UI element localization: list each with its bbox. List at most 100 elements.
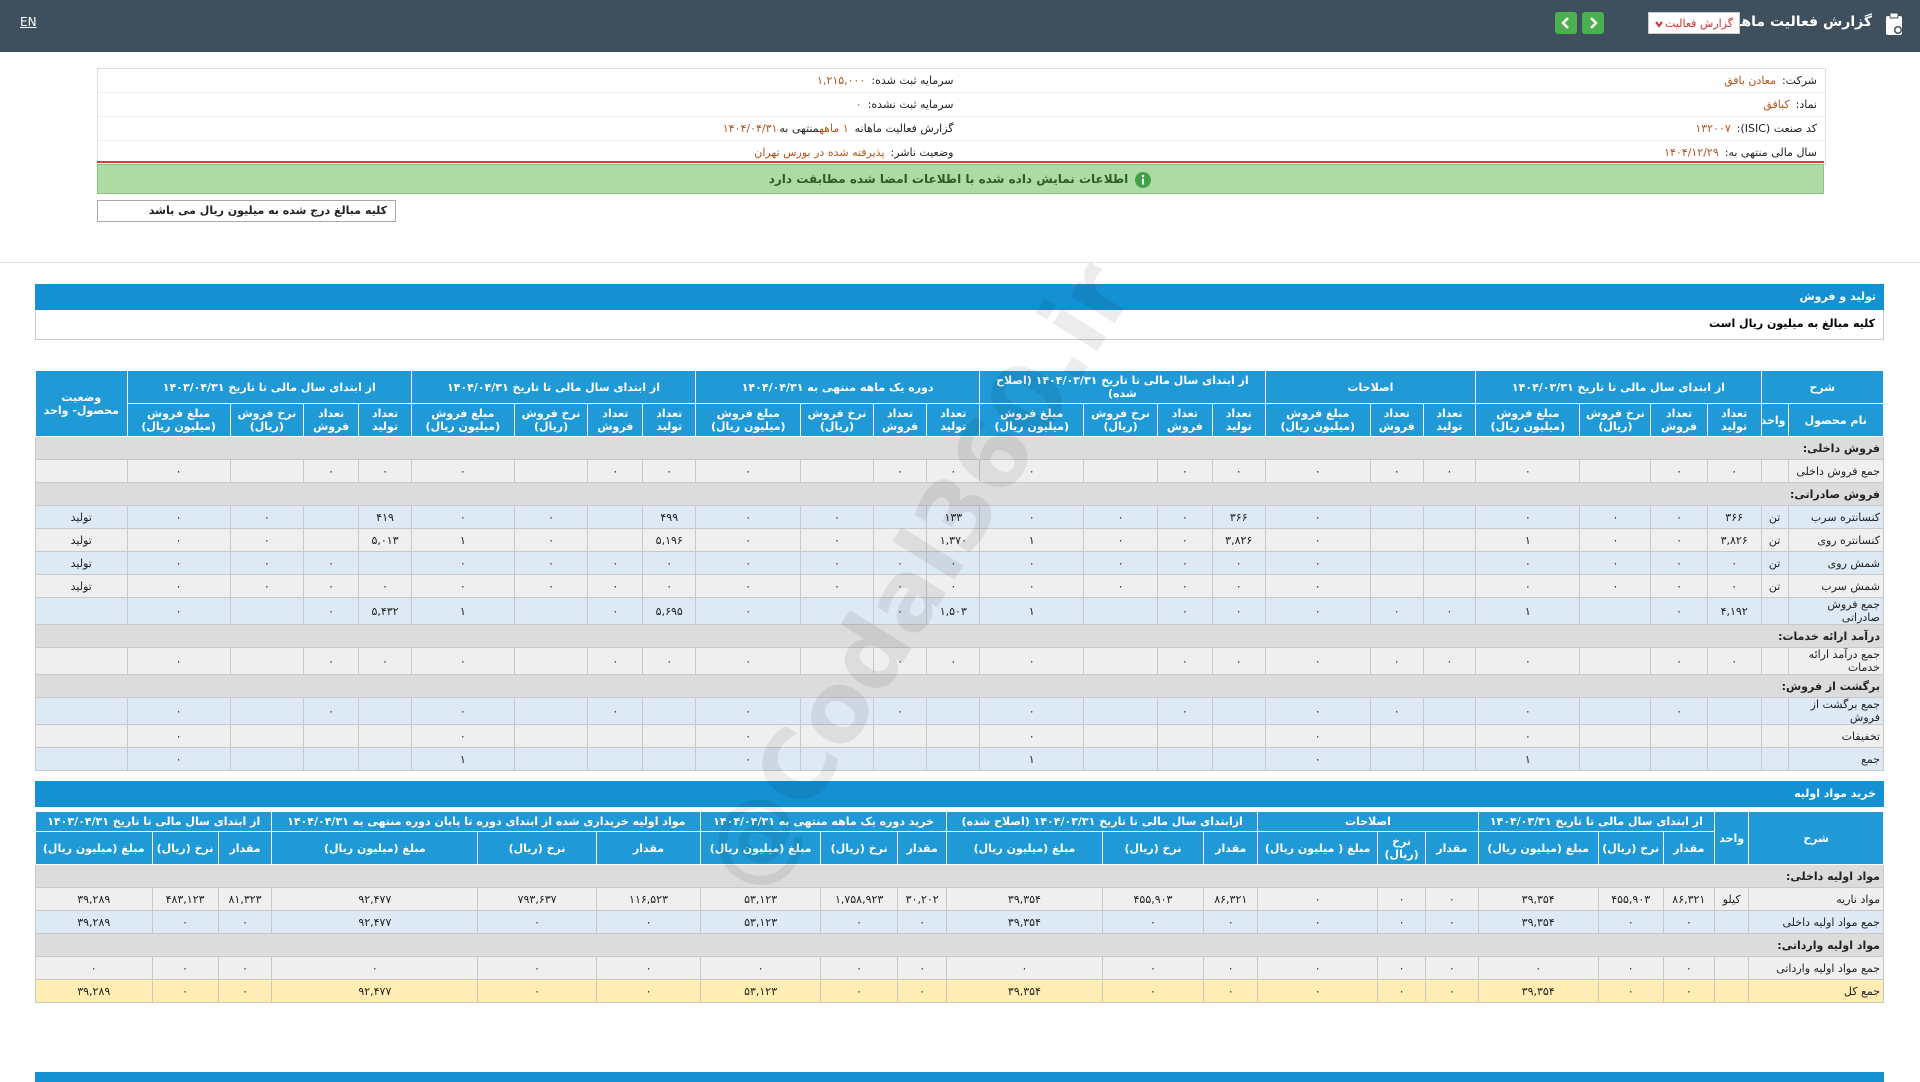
column-header: نام محصول bbox=[1787, 403, 1884, 437]
cell: ۰ bbox=[1422, 647, 1477, 675]
column-group-header: از ابتدای سال مالی تا تاریخ ۱۴۰۳/۰۴/۳۱ bbox=[34, 811, 273, 832]
report-dropdown[interactable]: گزارش فعالیت bbox=[1648, 12, 1740, 34]
cell bbox=[1579, 459, 1652, 483]
cell bbox=[926, 724, 981, 748]
cell: ۰ bbox=[1264, 574, 1371, 598]
cell: ۵,۱۹۶ bbox=[642, 528, 697, 552]
column-group-header: از ابتدای سال مالی تا تاریخ ۱۴۰۴/۰۳/۳۱ bbox=[1475, 370, 1762, 404]
data-row: کنسانتره سرب تن ۳۶۶ ۰ ۰ ۰ ۰ ۳۶۶ ۰ ۰ ۰ ۱۳۳ ۰ ۰ ۴۹۹ ۰ ۰ ۴۱۹… bbox=[34, 505, 1884, 529]
cell: ۰ bbox=[1257, 887, 1379, 911]
cell: ۰ bbox=[872, 647, 928, 675]
notice: اطلاعات نمایش داده شده با اطلاعات امضا ش… bbox=[97, 164, 1824, 194]
data-row: جمع کل ۰ ۰ ۳۹,۳۵۴ ۰ ۰ ۰ ۰ ۰ ۳۹,۳۵۴ ۰ ۰ ۵۳,۱۲۳ ۰ ۰ ۹۲,۴۷… bbox=[35, 979, 1884, 1003]
cell bbox=[1579, 597, 1652, 625]
cell: ۸۶,۳۲۱ bbox=[1662, 887, 1716, 911]
language-toggle[interactable]: EN bbox=[20, 15, 37, 29]
cell: ۰ bbox=[229, 551, 305, 575]
cell: ۰ bbox=[800, 505, 874, 529]
cell: ۰ bbox=[872, 574, 928, 598]
cell: ۰ bbox=[926, 574, 981, 598]
column-header: مقدار bbox=[595, 831, 702, 865]
value: ۱۴۰۴/۰۴/۳۱ bbox=[722, 122, 778, 135]
data-row: جمع درآمد ارائه خدمات ۰ ۰ ۰ ۰ ۰ ۰ ۰ ۰ ۰ ۰ ۰ ۰ ۰ ۰ ۰ ۰ ۰ ۰ bbox=[34, 647, 1884, 675]
cell: ۰ bbox=[1425, 887, 1479, 911]
column-header: تعداد تولید bbox=[1422, 403, 1477, 437]
cell: ۰ bbox=[1650, 528, 1708, 552]
cell: ۰ bbox=[1597, 956, 1664, 980]
cell: ۰ bbox=[1211, 551, 1266, 575]
column-header: مقدار bbox=[897, 831, 948, 865]
cell bbox=[1156, 724, 1213, 748]
cell: ۰ bbox=[695, 574, 802, 598]
cell bbox=[358, 724, 412, 748]
cell: ۰ bbox=[1101, 979, 1205, 1003]
cell: ۵,۴۳۲ bbox=[358, 597, 412, 625]
cell: ۰ bbox=[410, 647, 515, 675]
data-row: کنسانتره روی تن ۳,۸۲۶ ۰ ۰ ۱ ۰ ۳,۸۲۶ ۰ ۰ ۱ ۱,۳۷۰ ۰ ۰ ۵,… bbox=[34, 528, 1884, 552]
data-row: جمع ۱ ۰ ۱ ۰ ۱ ۰ bbox=[34, 747, 1884, 771]
label: سرمایه ثبت نشده: bbox=[867, 98, 954, 111]
cell: ۰ bbox=[303, 597, 360, 625]
cell bbox=[1422, 747, 1477, 771]
cell: ۷۹۳,۶۳۷ bbox=[477, 887, 597, 911]
cell: ۰ bbox=[1650, 574, 1708, 598]
cell: ۰ bbox=[1101, 956, 1205, 980]
cell bbox=[1422, 697, 1477, 725]
data-row: جمع فروش صادراتی ۴,۱۹۲ ۰ ۱ ۰ ۰ ۰ ۰ ۰ ۱ ۱,۵۰۳ ۰ ۰ ۵,۶۹… bbox=[34, 597, 1884, 625]
cell bbox=[358, 747, 412, 771]
cell: ۱۳۳ bbox=[926, 505, 981, 529]
cell: ۰ bbox=[1579, 505, 1652, 529]
cell: ۰ bbox=[1369, 647, 1424, 675]
cell: تن bbox=[1760, 551, 1789, 575]
cell: ۰ bbox=[1425, 979, 1479, 1003]
cell: ۰ bbox=[1422, 459, 1477, 483]
cell: ۹۲,۴۷۷ bbox=[271, 887, 479, 911]
cell: ۰ bbox=[1425, 910, 1479, 934]
column-header: نرخ (ریال) bbox=[151, 831, 219, 865]
next-button[interactable] bbox=[1582, 12, 1604, 34]
cell: ۰ bbox=[700, 956, 822, 980]
cell: ۰ bbox=[800, 574, 874, 598]
table-head: شرح واحد از ابتدای سال مالی تا تاریخ ۱۴۰۴/… bbox=[34, 811, 1884, 865]
cell: ۰ bbox=[820, 956, 899, 980]
column-header: تعداد فروش bbox=[1156, 403, 1213, 437]
row-label: مواد ناریه bbox=[1748, 887, 1884, 911]
label: وضعیت ناشر: bbox=[890, 146, 954, 159]
prev-button[interactable] bbox=[1555, 12, 1577, 34]
cell: تولید bbox=[34, 574, 128, 598]
cell: ۰ bbox=[800, 528, 874, 552]
column-header: واحد bbox=[1761, 403, 1789, 437]
cell: ۰ bbox=[1597, 910, 1664, 934]
cell: ۰ bbox=[800, 551, 874, 575]
cell: ۱ bbox=[979, 747, 1085, 771]
cell: ۴۵۵,۹۰۳ bbox=[1101, 887, 1205, 911]
cell bbox=[513, 459, 589, 483]
cell: ۰ bbox=[897, 956, 948, 980]
cell: ۰ bbox=[151, 910, 219, 934]
cell: ۰ bbox=[513, 574, 589, 598]
cell: ۰ bbox=[872, 551, 928, 575]
cell: ۰ bbox=[126, 724, 231, 748]
column-header: تعداد تولید bbox=[642, 403, 697, 437]
cell: ۰ bbox=[1650, 647, 1708, 675]
column-header: مقدار bbox=[1203, 831, 1259, 865]
cell: ۰ bbox=[513, 528, 589, 552]
column-header: نرخ فروش (ریال) bbox=[1579, 403, 1652, 437]
cell bbox=[642, 697, 697, 725]
cell bbox=[800, 597, 874, 625]
label: سرمایه ثبت شده: bbox=[871, 74, 954, 87]
column-header: نرخ (ریال) bbox=[820, 831, 899, 865]
cell bbox=[1422, 505, 1477, 529]
cell: ۰ bbox=[1083, 505, 1158, 529]
cell bbox=[1083, 647, 1158, 675]
cell: ۰ bbox=[695, 597, 802, 625]
cell bbox=[1422, 528, 1477, 552]
column-header: مبلغ ( میلیون ریال) bbox=[1257, 831, 1379, 865]
section-label: مواد اولیه داخلی: bbox=[35, 864, 1884, 888]
cell: ۳۶۶ bbox=[1211, 505, 1266, 529]
cell: ۰ bbox=[1257, 910, 1379, 934]
table-body: فروش داخلی: جمع فروش داخلی ۰ ۰ ۰ ۰ ۰ ۰ ۰ ۰ ۰ ۰ ۰ ۰ ۰ ۰ ۰… bbox=[34, 436, 1885, 771]
cell bbox=[1211, 747, 1266, 771]
cell: ۰ bbox=[1264, 647, 1371, 675]
cell: ۰ bbox=[1369, 459, 1424, 483]
